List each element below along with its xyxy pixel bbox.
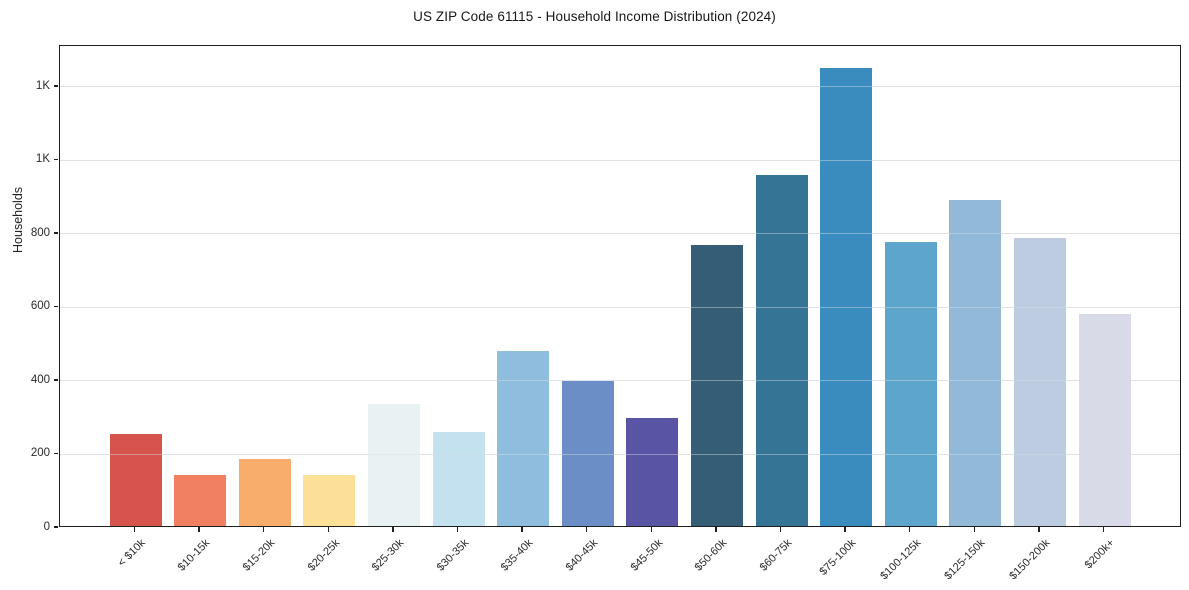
x-tick-label: $10-15k	[175, 537, 213, 574]
gridline-overlay-y-200	[60, 453, 1180, 455]
y-tick-mark	[54, 158, 58, 161]
x-tick-label: $20-25k	[305, 537, 342, 574]
x-tick-mark	[1102, 527, 1105, 532]
x-tick-label: $75-100k	[817, 537, 859, 578]
x-tick-mark	[844, 527, 846, 532]
gridline-overlay-layer	[60, 46, 1180, 526]
x-tick-mark	[263, 527, 265, 532]
x-tick-mark	[198, 527, 200, 532]
y-tick-label: 200	[30, 447, 50, 460]
x-tick-mark	[909, 527, 911, 532]
gridline-y-600	[60, 306, 1180, 308]
bar-15-20k	[238, 458, 291, 526]
gridline-overlay-y-1200	[60, 86, 1180, 88]
bar-10k	[109, 433, 162, 526]
bar-25-30k	[367, 404, 420, 526]
x-tick-mark	[133, 527, 136, 532]
plot-area	[59, 45, 1181, 527]
x-tick-label: $150-200k	[1007, 537, 1053, 583]
y-tick-mark	[54, 85, 58, 87]
y-axis-label: Households	[11, 186, 25, 253]
bar-100-125k	[884, 242, 937, 526]
x-tick-label: $40-45k	[563, 537, 601, 574]
bar-125-150k	[949, 200, 1002, 526]
x-tick-label: $45-50k	[628, 537, 665, 574]
x-tick-mark	[586, 527, 588, 532]
bar-75-100k	[820, 67, 873, 526]
bar-40-45k	[561, 381, 614, 526]
gridline-overlay-y-400	[60, 380, 1180, 382]
chart-title: US ZIP Code 61115 - Household Income Dis…	[413, 9, 776, 24]
y-tick-mark	[54, 526, 58, 528]
x-tick-label: < $10k	[115, 537, 148, 570]
gridline-overlay-y-1000	[60, 159, 1180, 161]
x-tick-mark	[392, 527, 394, 532]
y-tick-mark	[54, 452, 58, 455]
x-tick-label: $30-35k	[434, 537, 471, 574]
x-tick-label: $60-75k	[757, 537, 794, 574]
gridline-overlay-y-800	[60, 233, 1180, 235]
gridline-y-800	[60, 233, 1180, 235]
x-tick-mark	[973, 527, 975, 532]
bar-20-25k	[303, 474, 356, 526]
bar-45-50k	[626, 417, 679, 526]
x-tick-label: $15-20k	[240, 537, 278, 574]
gridline-layer	[60, 46, 1180, 526]
x-tick-mark	[715, 527, 717, 532]
bar-layer	[60, 46, 1180, 526]
x-tick-label: $100-125k	[877, 537, 924, 583]
bar-35-40k	[497, 350, 550, 526]
bar-200k	[1078, 314, 1131, 526]
y-tick-label: 400	[30, 373, 50, 386]
y-tick-mark	[54, 379, 58, 381]
gridline-y-400	[60, 380, 1180, 382]
x-tick-mark	[327, 527, 329, 532]
x-tick-mark	[779, 527, 782, 532]
x-tick-mark	[650, 527, 652, 532]
gridline-y-1000	[60, 159, 1180, 161]
x-tick-label: $25-30k	[369, 537, 407, 574]
bar-150-200k	[1013, 237, 1066, 526]
gridline-y-1200	[60, 86, 1180, 88]
bar-60-75k	[755, 174, 808, 526]
y-tick-mark	[54, 232, 58, 234]
bar-10-15k	[174, 475, 227, 526]
bar-50-60k	[690, 244, 743, 526]
gridline-overlay-y-600	[60, 306, 1180, 308]
y-tick-label: 1K	[35, 79, 50, 92]
x-tick-mark	[1038, 527, 1040, 532]
x-tick-label: $50-60k	[692, 537, 730, 574]
gridline-y-200	[60, 453, 1180, 455]
x-tick-label: $35-40k	[498, 537, 536, 574]
y-tick-label: 600	[30, 300, 50, 313]
x-tick-label: $125-150k	[942, 537, 988, 583]
y-tick-mark	[54, 305, 58, 308]
bar-30-35k	[432, 432, 485, 526]
y-tick-label: 800	[30, 226, 50, 239]
x-tick-mark	[456, 527, 459, 532]
x-tick-label: $200k+	[1082, 537, 1117, 572]
y-tick-label: 1K	[35, 153, 50, 166]
x-tick-mark	[521, 527, 523, 532]
y-tick-label: 0	[43, 521, 50, 533]
